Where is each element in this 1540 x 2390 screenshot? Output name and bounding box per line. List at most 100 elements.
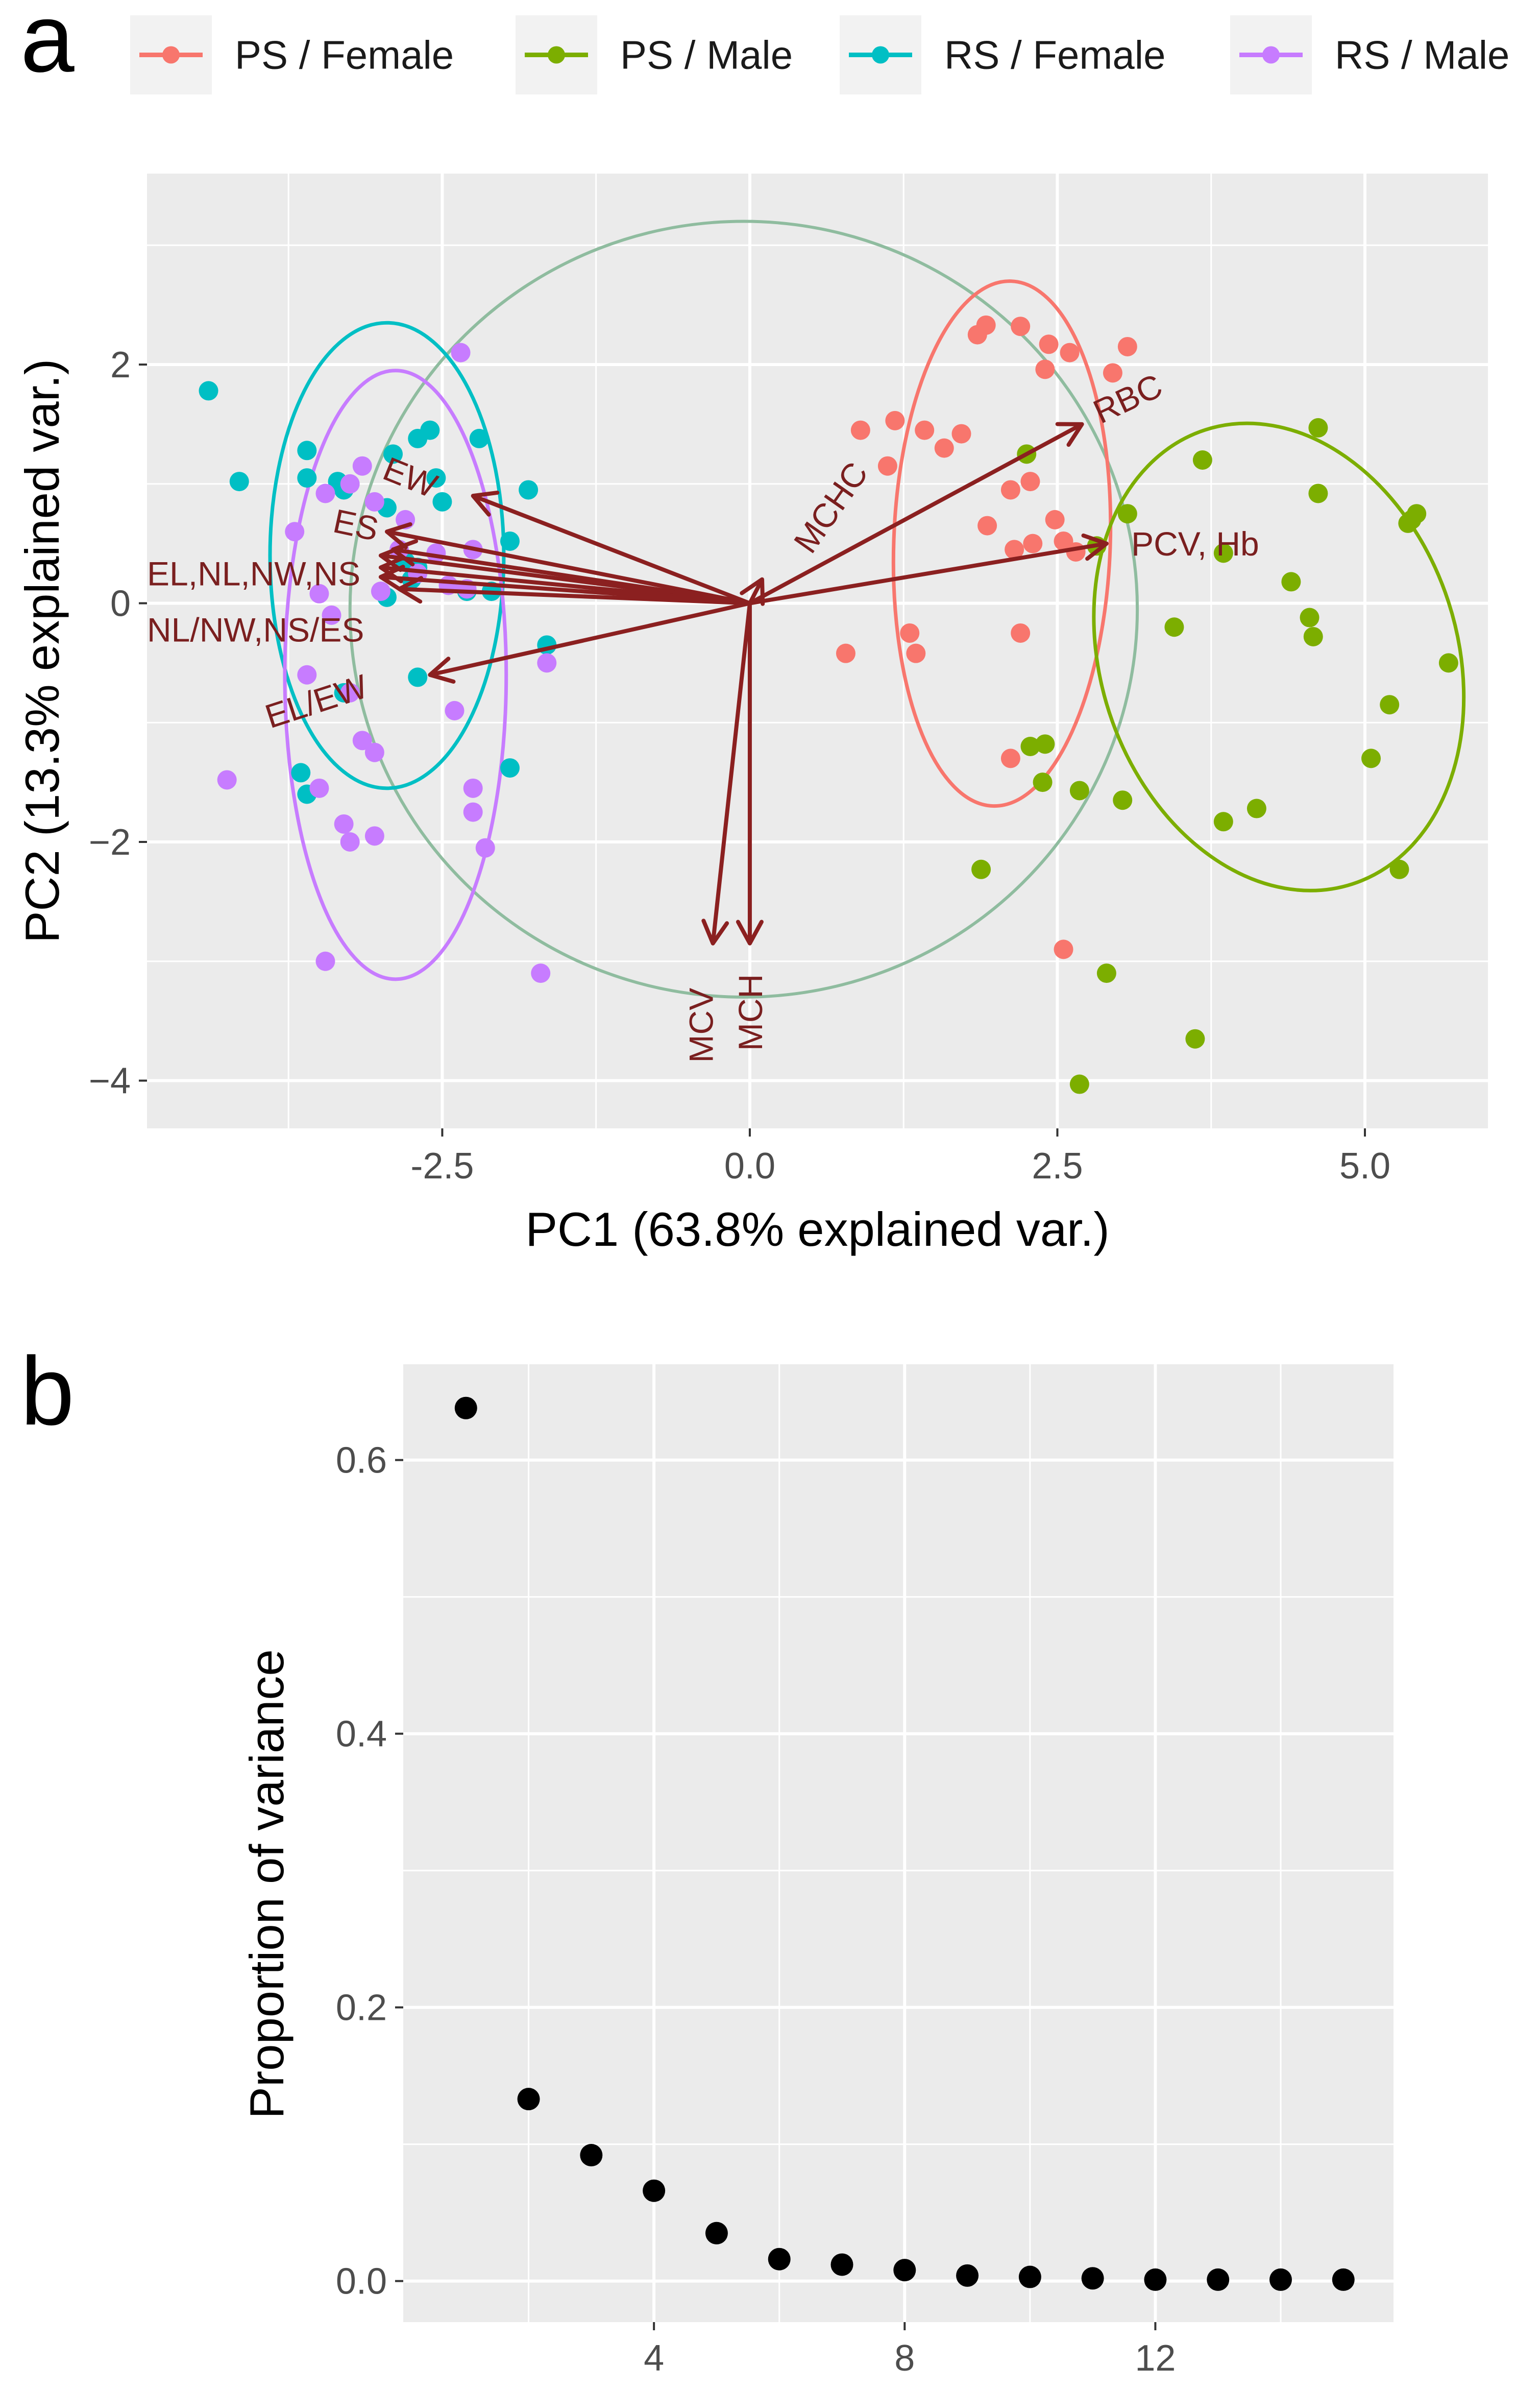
scree-point (1018, 2265, 1041, 2288)
data-point (500, 531, 520, 551)
loading-label-pcv-hb: PCV, Hb (1131, 525, 1259, 563)
y-tick-label: −2 (89, 822, 131, 863)
pca-tick-labels: -2.5 0.0 2.5 5.0 2 0 −2 −4 (89, 345, 1390, 1187)
scree-point (454, 1396, 477, 1419)
loading-arrow-mch-head (736, 920, 764, 946)
data-point (352, 731, 372, 751)
data-point (885, 411, 905, 430)
scree-point (1144, 2268, 1167, 2291)
loading-arrow-rbc-head (1055, 422, 1084, 447)
legend-label: RS / Male (1335, 33, 1509, 78)
x-tick-label: 5.0 (1339, 1146, 1390, 1187)
data-point (364, 492, 384, 512)
loading-label-mcv: MCV (682, 988, 720, 1063)
data-point (334, 814, 354, 834)
legend: PS / Female PS / Male RS / Female RS / Male (130, 15, 1509, 94)
loading-arrow-mchc (748, 578, 764, 605)
series-ps-male (971, 418, 1458, 1094)
scree-tick-labels: 4 8 12 0.0 0.2 0.4 0.6 (336, 1440, 1176, 2379)
series-ps-female (836, 315, 1137, 959)
data-point (971, 859, 991, 879)
ellipse-ps-female (891, 279, 1113, 808)
loading-label-el-nl-nw-ns: EL,NL,NW,NS (147, 554, 360, 592)
data-point (285, 522, 305, 542)
data-point (500, 758, 520, 778)
ellipse-rs-male (283, 369, 508, 981)
data-point (1096, 963, 1116, 983)
legend-item-rs-female: RS / Female (840, 15, 1165, 94)
loading-arrow-pcv-hb-head (1081, 533, 1109, 561)
y-tick-label: 0.6 (336, 1440, 387, 1481)
data-point (1113, 790, 1133, 810)
data-point (1117, 504, 1137, 524)
scree-point (956, 2264, 979, 2287)
loading-arrow-ew-head (471, 490, 500, 517)
data-point (1035, 359, 1055, 379)
data-point (451, 343, 471, 363)
data-point (426, 468, 446, 488)
data-point (1011, 623, 1031, 643)
data-point (900, 623, 920, 643)
x-tick-label: 0.0 (724, 1146, 775, 1187)
ellipse-ps-male (1092, 421, 1466, 892)
data-point (309, 584, 329, 603)
x-tick-label: 4 (644, 2338, 664, 2379)
data-point (322, 605, 341, 625)
x-tick-label: 12 (1135, 2338, 1176, 2379)
data-point (408, 667, 428, 687)
scree-point (1207, 2268, 1230, 2291)
data-point (340, 832, 360, 852)
loading-label-mch: MCH (731, 974, 769, 1051)
data-point (1308, 484, 1328, 503)
overall-ellipse (348, 220, 1139, 999)
data-point (383, 444, 403, 464)
data-point (297, 665, 317, 685)
data-point (1213, 812, 1233, 832)
data-point (1164, 617, 1184, 637)
data-point (297, 441, 317, 461)
data-point (1281, 572, 1301, 592)
data-point (1054, 939, 1073, 959)
data-point (469, 428, 489, 448)
data-point (1117, 336, 1137, 356)
loading-arrow-head (391, 539, 419, 567)
y-tick-label: 2 (110, 345, 131, 385)
data-point (1020, 472, 1040, 492)
loading-label-nl-nw-ns-es: NL/NW,NS/ES (147, 611, 364, 648)
scree-point (1332, 2268, 1355, 2291)
panel-label-a: a (20, 0, 75, 92)
data-point (315, 484, 335, 503)
data-point (1389, 859, 1409, 879)
data-point (976, 315, 996, 335)
legend-key-point (1262, 46, 1280, 64)
data-point (297, 468, 317, 488)
scree-point (517, 2088, 540, 2111)
scree-y-axis-title: Proportion of variance (240, 1649, 294, 2119)
data-point (1000, 749, 1020, 768)
data-point (475, 838, 495, 858)
data-point (951, 424, 971, 444)
x-tick-label: -2.5 (410, 1146, 474, 1187)
loading-arrow-mcv-head (701, 919, 729, 946)
data-point (1438, 653, 1458, 673)
loading-arrow-mcv (711, 603, 752, 944)
y-tick-label: 0 (110, 584, 131, 624)
data-point (1300, 608, 1319, 627)
scree-point (705, 2222, 728, 2244)
loading-arrow-nl-nw-ns-es-head (378, 565, 405, 593)
data-point (432, 492, 452, 512)
loading-arrow-es (386, 529, 750, 606)
legend-key-point (548, 46, 565, 64)
scree-point (830, 2253, 853, 2276)
data-point (1035, 734, 1055, 754)
data-point (1246, 799, 1266, 818)
data-point (1308, 418, 1328, 438)
data-point (291, 763, 311, 783)
data-point (463, 778, 483, 798)
data-point (1361, 749, 1381, 768)
data-point (977, 516, 997, 536)
legend-label: PS / Female (235, 33, 454, 78)
legend-item-ps-male: PS / Male (516, 15, 793, 94)
data-point (850, 420, 870, 440)
legend-key-point (872, 46, 889, 64)
